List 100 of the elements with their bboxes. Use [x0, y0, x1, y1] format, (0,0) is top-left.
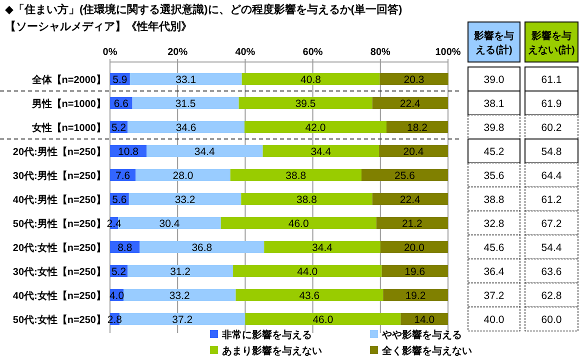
legend-label: 全く影響を与えない [381, 345, 472, 357]
data-label: 10.8 [118, 146, 139, 158]
data-label: 38.8 [484, 194, 504, 206]
data-label: 35.6 [484, 170, 504, 182]
category-label: 影響を与える(計) [473, 30, 514, 56]
bar [241, 193, 372, 205]
chart-title: ◆「住まい方」(住環境に関する選択意識)に、どの程度影響を与えるか(単一回答) [5, 3, 402, 16]
bar [128, 193, 242, 205]
data-label: 45.2 [484, 146, 504, 158]
bar [238, 97, 372, 109]
y-tick-label: 40代:女性【n=250】 [12, 290, 106, 302]
bar [128, 265, 234, 277]
data-label: 54.8 [541, 146, 562, 158]
data-label: 61.9 [541, 98, 562, 110]
x-tick-label: 40% [235, 47, 256, 58]
data-label: 37.2 [172, 314, 193, 326]
data-label: 22.4 [400, 98, 421, 110]
data-label: 37.2 [484, 290, 504, 302]
data-label: 39.0 [484, 74, 504, 86]
data-label: 31.2 [170, 266, 191, 278]
bar [380, 73, 448, 85]
data-label: 30.4 [159, 218, 180, 230]
bar [146, 145, 263, 157]
y-tick-label: 女性【n=1000】 [30, 122, 106, 134]
bar [361, 169, 448, 181]
y-tick-label: 40代:男性【n=250】 [12, 194, 106, 206]
bar [130, 73, 242, 85]
data-label: 67.2 [541, 218, 562, 230]
bar [245, 313, 401, 325]
bar [383, 289, 448, 301]
y-tick-label: 30代:女性【n=250】 [12, 266, 106, 278]
bar [380, 241, 448, 253]
data-label: 63.6 [541, 266, 562, 278]
data-label: 31.5 [175, 98, 196, 110]
data-label: 46.0 [288, 218, 309, 230]
data-label: 60.2 [541, 122, 562, 134]
data-label: 8.8 [118, 242, 132, 254]
data-label: 34.4 [312, 242, 333, 254]
y-tick-label: 50代:男性【n=250】 [12, 218, 106, 230]
data-label: 4.0 [109, 290, 124, 302]
data-label: 38.8 [296, 194, 318, 206]
bar [372, 97, 448, 109]
x-tick-label: 100% [435, 47, 461, 58]
data-label: 33.2 [174, 194, 196, 206]
x-tick-label: 60% [302, 47, 323, 58]
data-label: 46.0 [312, 314, 334, 326]
data-label: 20.4 [403, 146, 424, 158]
data-label: 33.1 [176, 74, 196, 86]
data-label: 54.4 [541, 242, 562, 254]
data-label: 18.2 [407, 122, 428, 134]
data-label: 34.4 [310, 146, 332, 158]
bar [233, 265, 382, 277]
bar [264, 241, 380, 253]
data-label: 40.0 [484, 314, 504, 326]
y-tick-label: 男性【n=1000】 [30, 98, 106, 110]
data-label: 22.4 [400, 194, 421, 206]
data-label: 21.2 [402, 218, 423, 230]
data-label: 43.6 [299, 290, 320, 302]
bar [128, 121, 245, 133]
bar [372, 193, 448, 205]
bar [386, 121, 448, 133]
y-tick-label: 30代:男性【n=250】 [12, 170, 106, 182]
data-label: 25.6 [394, 170, 416, 182]
data-label: 39.8 [484, 122, 504, 134]
bar [382, 265, 448, 277]
data-label: 60.0 [541, 314, 562, 326]
data-label: 5.9 [112, 74, 128, 86]
bar [132, 97, 239, 109]
y-tick-label: 50代:女性【n=250】 [12, 314, 106, 326]
data-label: 62.8 [541, 290, 562, 302]
legend-label: やや影響を与える [381, 329, 462, 341]
data-label: 64.4 [541, 170, 562, 182]
data-label: 33.2 [169, 290, 190, 302]
bar [136, 169, 230, 181]
data-label: 7.6 [116, 170, 130, 182]
data-label: 14.0 [414, 314, 435, 326]
data-label: 20.3 [404, 74, 424, 86]
data-label: 19.2 [405, 290, 426, 302]
data-label: 36.4 [484, 266, 504, 278]
data-label: 40.8 [300, 74, 322, 86]
bar [220, 217, 376, 229]
data-label: 45.6 [484, 242, 504, 254]
bar [376, 217, 448, 229]
data-label: 38.1 [484, 98, 504, 110]
data-label: 42.0 [305, 122, 326, 134]
x-tick-label: 80% [370, 47, 391, 58]
data-label: 36.8 [192, 242, 212, 254]
bar [236, 289, 384, 301]
y-tick-label: 全体【n=2000】 [30, 74, 106, 86]
data-label: 6.6 [114, 98, 129, 110]
x-tick-label: 20% [168, 47, 188, 58]
data-label: 32.8 [484, 218, 504, 230]
data-label: 28.0 [172, 170, 194, 182]
data-label: 61.2 [541, 194, 562, 206]
data-label: 5.6 [112, 194, 127, 206]
data-label: 20.0 [404, 242, 425, 254]
y-tick-label: 20代:男性【n=250】 [12, 146, 106, 158]
data-label: 19.6 [404, 266, 426, 278]
bar [140, 241, 264, 253]
data-label: 39.5 [295, 98, 316, 110]
